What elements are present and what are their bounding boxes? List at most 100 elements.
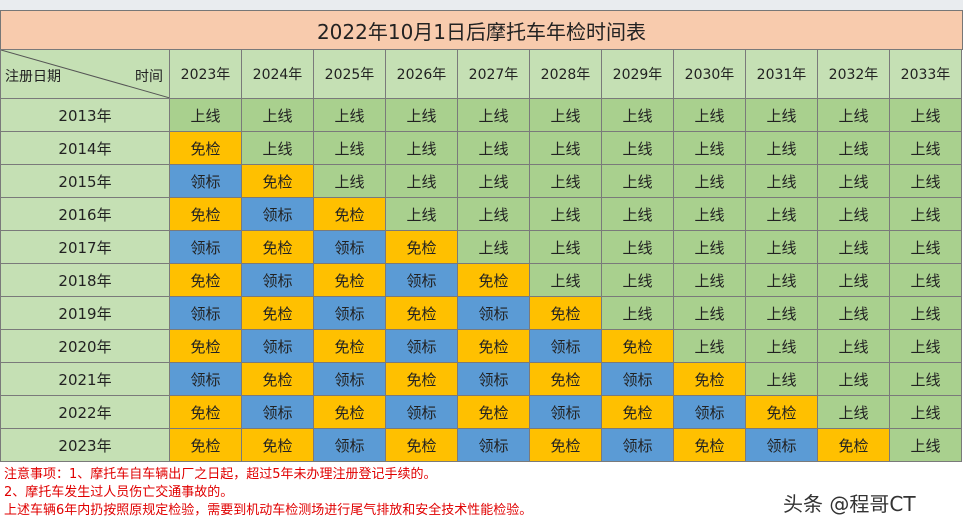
status-cell[interactable]: 上线 bbox=[889, 263, 962, 297]
status-cell[interactable]: 免检 bbox=[385, 230, 458, 264]
status-cell[interactable]: 领标 bbox=[745, 428, 818, 462]
status-cell[interactable]: 免检 bbox=[169, 428, 242, 462]
status-cell[interactable]: 免检 bbox=[169, 329, 242, 363]
status-cell[interactable]: 上线 bbox=[817, 329, 890, 363]
status-cell[interactable]: 上线 bbox=[673, 98, 746, 132]
status-cell[interactable]: 领标 bbox=[313, 428, 386, 462]
status-cell[interactable]: 免检 bbox=[313, 395, 386, 429]
status-cell[interactable]: 领标 bbox=[529, 329, 602, 363]
status-cell[interactable]: 上线 bbox=[745, 296, 818, 330]
status-cell[interactable]: 领标 bbox=[313, 296, 386, 330]
status-cell[interactable]: 上线 bbox=[889, 395, 962, 429]
status-cell[interactable]: 上线 bbox=[745, 362, 818, 396]
status-cell[interactable]: 上线 bbox=[745, 164, 818, 198]
status-cell[interactable]: 领标 bbox=[457, 428, 530, 462]
registration-year-cell[interactable]: 2015年 bbox=[0, 164, 170, 198]
year-header-cell[interactable]: 2026年 bbox=[385, 49, 458, 99]
status-cell[interactable]: 上线 bbox=[169, 98, 242, 132]
registration-year-cell[interactable]: 2020年 bbox=[0, 329, 170, 363]
status-cell[interactable]: 免检 bbox=[817, 428, 890, 462]
status-cell[interactable]: 领标 bbox=[385, 395, 458, 429]
registration-year-cell[interactable]: 2018年 bbox=[0, 263, 170, 297]
status-cell[interactable]: 上线 bbox=[529, 131, 602, 165]
registration-year-cell[interactable]: 2016年 bbox=[0, 197, 170, 231]
status-cell[interactable]: 上线 bbox=[457, 131, 530, 165]
year-header-cell[interactable]: 2024年 bbox=[241, 49, 314, 99]
year-header-cell[interactable]: 2023年 bbox=[169, 49, 242, 99]
status-cell[interactable]: 免检 bbox=[313, 263, 386, 297]
status-cell[interactable]: 上线 bbox=[889, 428, 962, 462]
status-cell[interactable]: 免检 bbox=[241, 362, 314, 396]
status-cell[interactable]: 上线 bbox=[529, 263, 602, 297]
status-cell[interactable]: 上线 bbox=[817, 131, 890, 165]
status-cell[interactable]: 上线 bbox=[745, 131, 818, 165]
status-cell[interactable]: 免检 bbox=[457, 395, 530, 429]
status-cell[interactable]: 免检 bbox=[673, 428, 746, 462]
status-cell[interactable]: 免检 bbox=[241, 230, 314, 264]
status-cell[interactable]: 免检 bbox=[169, 263, 242, 297]
status-cell[interactable]: 上线 bbox=[745, 230, 818, 264]
status-cell[interactable]: 免检 bbox=[601, 395, 674, 429]
status-cell[interactable]: 上线 bbox=[889, 329, 962, 363]
status-cell[interactable]: 上线 bbox=[601, 131, 674, 165]
status-cell[interactable]: 免检 bbox=[241, 296, 314, 330]
status-cell[interactable]: 上线 bbox=[673, 329, 746, 363]
status-cell[interactable]: 免检 bbox=[169, 197, 242, 231]
year-header-cell[interactable]: 2032年 bbox=[817, 49, 890, 99]
status-cell[interactable]: 上线 bbox=[529, 164, 602, 198]
status-cell[interactable]: 上线 bbox=[889, 131, 962, 165]
status-cell[interactable]: 上线 bbox=[889, 164, 962, 198]
status-cell[interactable]: 上线 bbox=[817, 98, 890, 132]
status-cell[interactable]: 免检 bbox=[313, 197, 386, 231]
status-cell[interactable]: 上线 bbox=[817, 395, 890, 429]
status-cell[interactable]: 领标 bbox=[601, 362, 674, 396]
status-cell[interactable]: 上线 bbox=[385, 131, 458, 165]
status-cell[interactable]: 上线 bbox=[601, 98, 674, 132]
status-cell[interactable]: 上线 bbox=[313, 98, 386, 132]
status-cell[interactable]: 上线 bbox=[529, 197, 602, 231]
status-cell[interactable]: 上线 bbox=[673, 197, 746, 231]
status-cell[interactable]: 免检 bbox=[673, 362, 746, 396]
status-cell[interactable]: 上线 bbox=[529, 230, 602, 264]
status-cell[interactable]: 领标 bbox=[457, 362, 530, 396]
status-cell[interactable]: 领标 bbox=[241, 197, 314, 231]
status-cell[interactable]: 免检 bbox=[745, 395, 818, 429]
status-cell[interactable]: 免检 bbox=[457, 263, 530, 297]
status-cell[interactable]: 上线 bbox=[385, 164, 458, 198]
status-cell[interactable]: 免检 bbox=[385, 362, 458, 396]
status-cell[interactable]: 免检 bbox=[601, 329, 674, 363]
status-cell[interactable]: 上线 bbox=[889, 98, 962, 132]
status-cell[interactable]: 上线 bbox=[817, 263, 890, 297]
status-cell[interactable]: 上线 bbox=[529, 98, 602, 132]
status-cell[interactable]: 免检 bbox=[241, 428, 314, 462]
status-cell[interactable]: 上线 bbox=[313, 164, 386, 198]
status-cell[interactable]: 上线 bbox=[745, 329, 818, 363]
status-cell[interactable]: 免检 bbox=[169, 131, 242, 165]
status-cell[interactable]: 上线 bbox=[817, 362, 890, 396]
status-cell[interactable]: 上线 bbox=[673, 263, 746, 297]
status-cell[interactable]: 领标 bbox=[385, 329, 458, 363]
registration-year-cell[interactable]: 2023年 bbox=[0, 428, 170, 462]
status-cell[interactable]: 上线 bbox=[817, 230, 890, 264]
status-cell[interactable]: 上线 bbox=[601, 296, 674, 330]
status-cell[interactable]: 上线 bbox=[457, 230, 530, 264]
status-cell[interactable]: 领标 bbox=[241, 263, 314, 297]
status-cell[interactable]: 领标 bbox=[313, 230, 386, 264]
status-cell[interactable]: 上线 bbox=[241, 131, 314, 165]
registration-year-cell[interactable]: 2021年 bbox=[0, 362, 170, 396]
status-cell[interactable]: 上线 bbox=[745, 263, 818, 297]
status-cell[interactable]: 上线 bbox=[673, 164, 746, 198]
status-cell[interactable]: 上线 bbox=[889, 296, 962, 330]
corner-header-cell[interactable]: 注册日期 时间 bbox=[0, 49, 170, 99]
status-cell[interactable]: 免检 bbox=[169, 395, 242, 429]
status-cell[interactable]: 上线 bbox=[889, 230, 962, 264]
registration-year-cell[interactable]: 2017年 bbox=[0, 230, 170, 264]
status-cell[interactable]: 上线 bbox=[313, 131, 386, 165]
status-cell[interactable]: 领标 bbox=[529, 395, 602, 429]
status-cell[interactable]: 上线 bbox=[889, 197, 962, 231]
status-cell[interactable]: 免检 bbox=[529, 296, 602, 330]
status-cell[interactable]: 上线 bbox=[889, 362, 962, 396]
year-header-cell[interactable]: 2030年 bbox=[673, 49, 746, 99]
status-cell[interactable]: 上线 bbox=[241, 98, 314, 132]
status-cell[interactable]: 上线 bbox=[817, 296, 890, 330]
